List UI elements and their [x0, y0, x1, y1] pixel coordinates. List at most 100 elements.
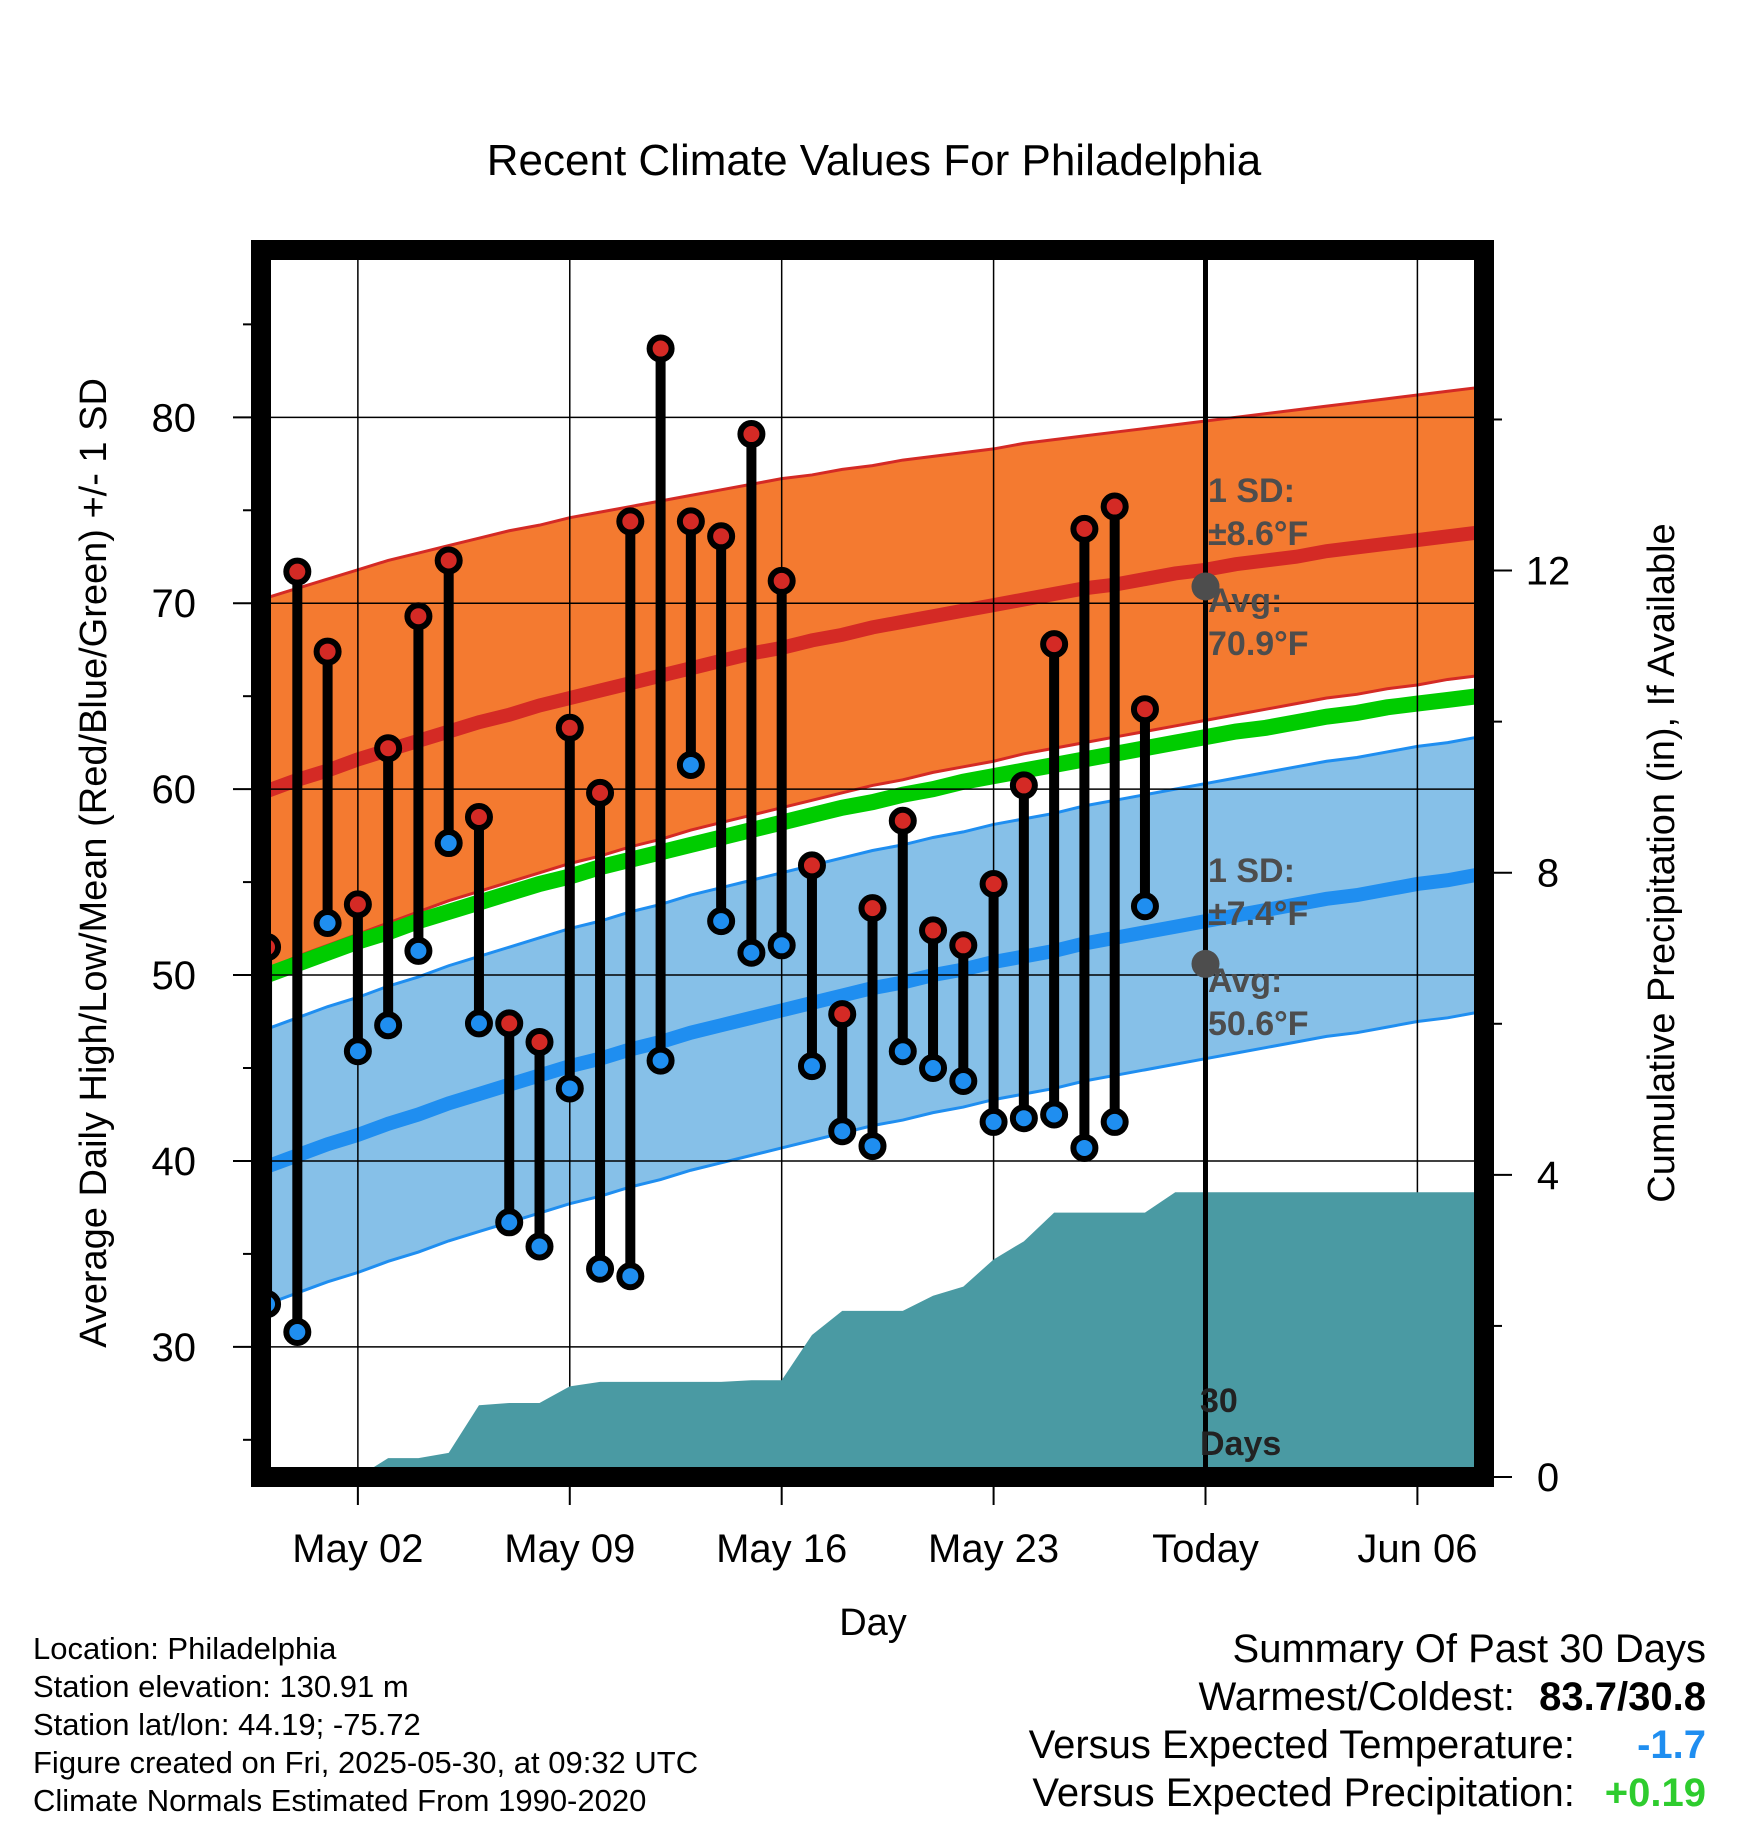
low-point [434, 829, 463, 858]
summary-panel: Summary Of Past 30 Days Warmest/Coldest:… [1029, 1625, 1706, 1817]
elevation-text: Station elevation: 130.91 m [33, 1669, 409, 1704]
low-point [464, 1009, 493, 1038]
x-tick-label: Today [1152, 1527, 1259, 1571]
high-point [1070, 514, 1099, 543]
high-point [828, 1000, 857, 1029]
high-point [979, 869, 1008, 898]
high-avg-value: 70.9°F [1208, 625, 1309, 663]
high-sd-upper-edge [266, 386, 1479, 600]
high-sd-lower-edge [266, 674, 1479, 971]
days-word-label: Days [1200, 1425, 1281, 1463]
low-annotation: 1 SD: ±7.4°F Avg: 50.6°F [1208, 852, 1309, 1043]
y2-tick-label: 8 [1537, 852, 1559, 896]
y2-tick-label: 0 [1537, 1456, 1559, 1500]
low-point [979, 1107, 1008, 1136]
warm-cold-label: Warmest/Coldest: [1198, 1675, 1515, 1719]
high-point [797, 851, 826, 880]
low-sd-value: ±7.4°F [1208, 895, 1308, 933]
low-point [616, 1262, 645, 1291]
high-point [343, 890, 372, 919]
normal-mean-line [264, 688, 1479, 983]
normals-text: Climate Normals Estimated From 1990-2020 [33, 1783, 647, 1818]
y2-axis-label: Cumulative Precipitation (in), If Availa… [1641, 523, 1683, 1202]
high-point [767, 566, 796, 595]
low-point [919, 1054, 948, 1082]
high-point [676, 507, 705, 536]
low-point [404, 936, 433, 965]
y-tick-label: 80 [152, 396, 197, 440]
high-point [495, 1009, 524, 1038]
low-point [1130, 892, 1159, 921]
low-point [828, 1117, 857, 1146]
x-tick-label: May 16 [716, 1527, 847, 1571]
created-text: Figure created on Fri, 2025-05-30, at 09… [33, 1745, 699, 1780]
high-point [586, 778, 615, 807]
low-avg-label: Avg: [1208, 962, 1282, 1000]
x-tick-label: Jun 06 [1357, 1527, 1477, 1571]
high-point [737, 420, 766, 449]
low-point [949, 1067, 978, 1096]
temp-label: Versus Expected Temperature: [1028, 1723, 1575, 1767]
high-point [888, 806, 917, 835]
high-point [1040, 630, 1069, 659]
low-point [707, 907, 736, 936]
low-sd-upper-edge [266, 735, 1479, 1031]
high-sd-value: ±8.6°F [1208, 515, 1308, 553]
low-point [313, 908, 342, 937]
x-axis-label: Day [839, 1602, 907, 1644]
low-point [858, 1132, 887, 1161]
y-tick-label: 70 [152, 582, 197, 626]
high-annotation: 1 SD: ±8.6°F Avg: 70.9°F [1208, 472, 1309, 663]
plot-area: 1 SD: ±8.6°F Avg: 70.9°F 1 SD: ±7.4°F Av… [251, 240, 1494, 1487]
location-text: Location: Philadelphia [33, 1631, 337, 1666]
high-point [404, 602, 433, 631]
high-point [858, 894, 887, 923]
high-point [434, 546, 463, 575]
low-point [737, 938, 766, 967]
low-point [767, 931, 796, 960]
high-point [313, 637, 342, 666]
high-point [283, 557, 312, 586]
high-point [464, 803, 493, 832]
low-point [495, 1208, 524, 1237]
plot-frame [251, 240, 1494, 1487]
days-count-label: 30 [1200, 1382, 1238, 1420]
low-point [525, 1232, 554, 1261]
high-point [1100, 492, 1129, 521]
low-point [646, 1046, 675, 1075]
low-point [888, 1037, 917, 1066]
low-point [586, 1254, 615, 1283]
low-point [283, 1317, 312, 1346]
high-point [374, 734, 403, 763]
x-tick-label: May 23 [928, 1527, 1059, 1571]
high-point [616, 507, 645, 536]
low-point [1100, 1107, 1129, 1136]
low-point [374, 1011, 403, 1040]
temp-row: Versus Expected Temperature: -1.7 [1029, 1721, 1706, 1769]
today-high-avg-marker [1191, 572, 1220, 601]
y-axis-label: Average Daily High/Low/Mean (Red/Blue/Gr… [73, 378, 115, 1348]
x-tick-label: May 09 [504, 1527, 635, 1571]
warm-cold-value: 83.7/30.8 [1539, 1675, 1706, 1719]
precip-area [357, 1192, 1478, 1477]
low-sd-label: 1 SD: [1208, 852, 1295, 890]
high-avg-label: Avg: [1208, 582, 1282, 620]
high-point [555, 713, 584, 742]
low-point [343, 1037, 372, 1066]
low-point [1070, 1133, 1099, 1162]
low-point [797, 1052, 826, 1081]
low-point [555, 1074, 584, 1103]
warm-cold-row: Warmest/Coldest: 83.7/30.8 [1029, 1673, 1707, 1721]
y-tick-label: 60 [152, 768, 197, 812]
y2-tick-label: 4 [1537, 1154, 1559, 1198]
high-point [1130, 695, 1159, 724]
low-point [1009, 1104, 1038, 1133]
y-tick-label: 30 [152, 1326, 197, 1370]
x-tick-label: May 02 [292, 1527, 423, 1571]
today-low-avg-marker [1191, 949, 1220, 978]
high-point [707, 522, 736, 551]
normal-high-line [264, 525, 1479, 798]
precip-row: Versus Expected Precipitation: +0.19 [1029, 1769, 1706, 1817]
low-point [1040, 1100, 1069, 1129]
